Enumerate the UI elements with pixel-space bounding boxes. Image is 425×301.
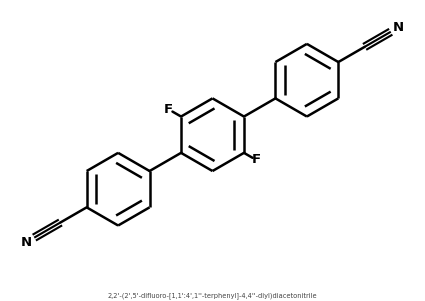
Text: F: F — [252, 154, 261, 166]
Text: N: N — [393, 21, 404, 34]
Text: 2,2'-(2',5'-difluoro-[1,1':4',1''-terphenyl]-4,4''-diyl)diacetonitrile: 2,2'-(2',5'-difluoro-[1,1':4',1''-terphe… — [108, 293, 317, 299]
Text: F: F — [164, 103, 173, 116]
Text: N: N — [21, 236, 32, 249]
